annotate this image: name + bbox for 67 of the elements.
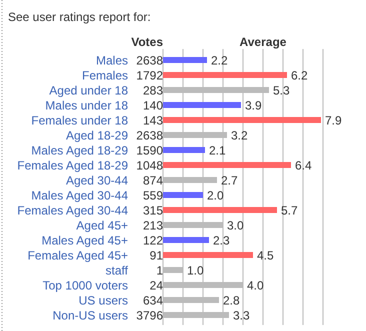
y-tick-label: Non-US users [52,308,128,322]
data-label: 4.5 [257,248,274,262]
annotation: 559 [142,188,164,202]
y-tick-label: staff [106,264,129,278]
bar [163,72,287,78]
annotation: 2638 [136,54,164,68]
data-label: 5.3 [273,84,290,98]
annotation: 140 [142,98,164,112]
chart-title: See user ratings report for: [8,10,151,24]
annotation: 315 [142,204,164,218]
y-tick-label: Aged 18-29 [66,128,128,142]
y-tick-label: Females [82,68,128,82]
x-axis-title: Average [240,35,287,49]
annotation: 143 [142,114,164,128]
data-label: 2.3 [213,234,230,248]
data-label: 3.3 [233,308,250,322]
annotation: 1048 [136,158,164,172]
y-tick-label: Females Aged 45+ [28,248,128,262]
y-tick-label: Males Aged 18-29 [31,144,128,158]
annotation: 1792 [136,68,164,82]
y-tick-label: Top 1000 voters [42,278,128,292]
data-label: 3.0 [227,218,244,232]
data-label: 4.0 [247,278,264,292]
annotation: 2638 [136,128,164,142]
annotation: 24 [150,278,164,292]
bar [163,192,203,198]
data-label: 6.2 [291,68,308,82]
data-label: 2.7 [221,174,238,188]
y-tick-label: Females Aged 18-29 [17,158,128,172]
bar [163,117,321,123]
y-tick-label: US users [78,294,128,308]
annotation: Votes [131,35,164,49]
bar [163,207,277,213]
bar [163,162,291,168]
data-label: 5.7 [281,204,298,218]
y-tick-label: Males [96,54,128,68]
data-label: 3.9 [245,98,262,112]
data-label: 2.0 [207,188,224,202]
annotation: 213 [142,218,164,232]
bar [163,237,209,243]
y-tick-label: Males under 18 [45,98,128,112]
y-tick-label: Aged 45+ [76,218,128,232]
data-label: 2.8 [223,294,240,308]
annotation: 874 [142,174,164,188]
data-label: 2.1 [209,144,226,158]
bar [163,252,253,258]
annotation: 122 [142,234,164,248]
y-tick-label: Females under 18 [31,114,128,128]
annotation: 634 [142,294,164,308]
data-label: 7.9 [325,114,342,128]
data-label: 3.2 [231,128,248,142]
annotation: 1590 [136,144,164,158]
y-tick-label: Aged 30-44 [66,174,128,188]
annotation: 3796 [136,308,164,322]
y-tick-label: Males Aged 45+ [42,234,128,248]
data-label: 2.2 [211,54,228,68]
annotation: 1 [156,264,164,278]
y-tick-label: Females Aged 30-44 [17,204,128,218]
bar [163,102,241,108]
y-tick-label: Aged under 18 [49,84,128,98]
y-tick-label: Males Aged 30-44 [31,188,128,202]
bar [163,57,207,63]
annotation: 283 [142,84,164,98]
annotation: 91 [150,248,164,262]
bar [163,147,205,153]
data-label: 1.0 [187,264,204,278]
data-label: 6.4 [295,158,312,172]
